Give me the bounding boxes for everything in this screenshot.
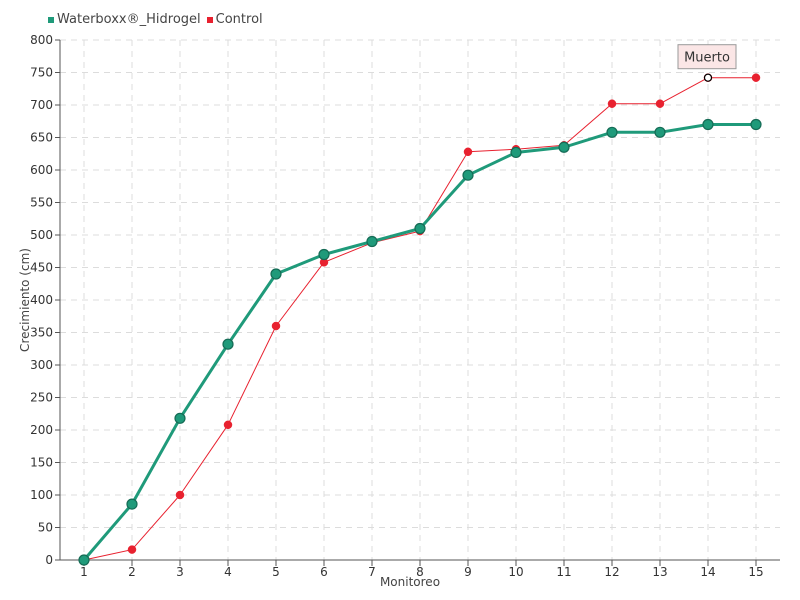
data-point-waterboxx[interactable] (558, 141, 570, 153)
data-point-waterboxx[interactable] (510, 146, 522, 159)
data-point-control[interactable] (607, 99, 617, 108)
x-tick-label: 7 (368, 565, 376, 579)
x-tick-label: 8 (416, 565, 424, 579)
legend-swatch-control (206, 16, 213, 23)
data-point-waterboxx[interactable] (222, 338, 234, 350)
legend-item-control[interactable]: Control (206, 12, 263, 27)
data-point-waterboxx[interactable] (366, 235, 378, 248)
data-point-waterboxx[interactable] (78, 554, 90, 566)
data-point-control[interactable] (223, 420, 233, 430)
y-tick-label: 800 (30, 33, 53, 47)
x-tick-label: 5 (272, 565, 280, 579)
x-tick-label: 15 (748, 565, 763, 579)
x-tick-label: 2 (128, 565, 136, 579)
data-point-waterboxx[interactable] (126, 498, 138, 510)
data-point-waterboxx[interactable] (270, 268, 282, 280)
y-tick-label: 450 (30, 261, 53, 275)
y-tick-label: 750 (30, 66, 53, 80)
annotation-label: Muerto (684, 51, 730, 66)
x-tick-label: 14 (700, 565, 715, 579)
x-tick-label: 9 (464, 565, 472, 579)
data-point-control[interactable] (271, 321, 281, 331)
data-point-waterboxx[interactable] (414, 222, 426, 235)
y-tick-label: 400 (30, 293, 53, 307)
x-tick-label: 6 (320, 565, 328, 579)
highlight-point (703, 73, 713, 82)
x-axis-title: Monitoreo (380, 575, 440, 589)
x-tick-label: 1 (80, 565, 88, 579)
data-point-control[interactable] (175, 490, 185, 500)
data-point-waterboxx[interactable] (174, 412, 186, 424)
y-tick-label: 200 (30, 423, 53, 437)
y-tick-label: 300 (30, 358, 53, 372)
data-point-control[interactable] (655, 99, 665, 108)
y-tick-label: 50 (38, 521, 53, 535)
data-point-waterboxx[interactable] (606, 126, 618, 138)
annotation-box (677, 44, 737, 70)
legend: Waterboxx®_Hidrogel Control (48, 12, 263, 27)
x-tick-label: 11 (556, 565, 571, 579)
legend-label-control: Control (215, 12, 263, 27)
data-point-control[interactable] (463, 147, 473, 157)
data-point-waterboxx[interactable] (750, 118, 762, 131)
data-point-waterboxx[interactable] (654, 126, 666, 138)
y-tick-label: 350 (30, 326, 53, 340)
data-point-control[interactable] (127, 545, 137, 554)
data-point-waterboxx[interactable] (462, 169, 474, 181)
y-tick-label: 650 (30, 131, 53, 145)
legend-label-waterboxx: Waterboxx®_Hidrogel (57, 12, 201, 27)
y-tick-label: 250 (30, 391, 53, 405)
y-tick-label: 0 (45, 553, 53, 567)
data-point-waterboxx[interactable] (318, 248, 330, 261)
x-tick-label: 13 (652, 565, 667, 579)
y-axis-title: Crecimiento (cm) (18, 248, 32, 352)
y-tick-label: 150 (30, 456, 53, 470)
x-tick-label: 12 (604, 565, 619, 579)
x-tick-label: 4 (224, 565, 232, 579)
data-point-control[interactable] (751, 73, 761, 82)
legend-item-waterboxx[interactable]: Waterboxx®_Hidrogel (48, 12, 201, 27)
y-tick-label: 600 (30, 163, 53, 177)
y-tick-label: 550 (30, 196, 53, 210)
x-tick-label: 3 (176, 565, 184, 579)
x-tick-label: 10 (508, 565, 523, 579)
y-tick-label: 100 (30, 488, 53, 502)
y-tick-label: 500 (30, 228, 53, 242)
y-tick-label: 700 (30, 98, 53, 112)
data-point-waterboxx[interactable] (702, 118, 714, 131)
legend-swatch-waterboxx (48, 16, 54, 23)
